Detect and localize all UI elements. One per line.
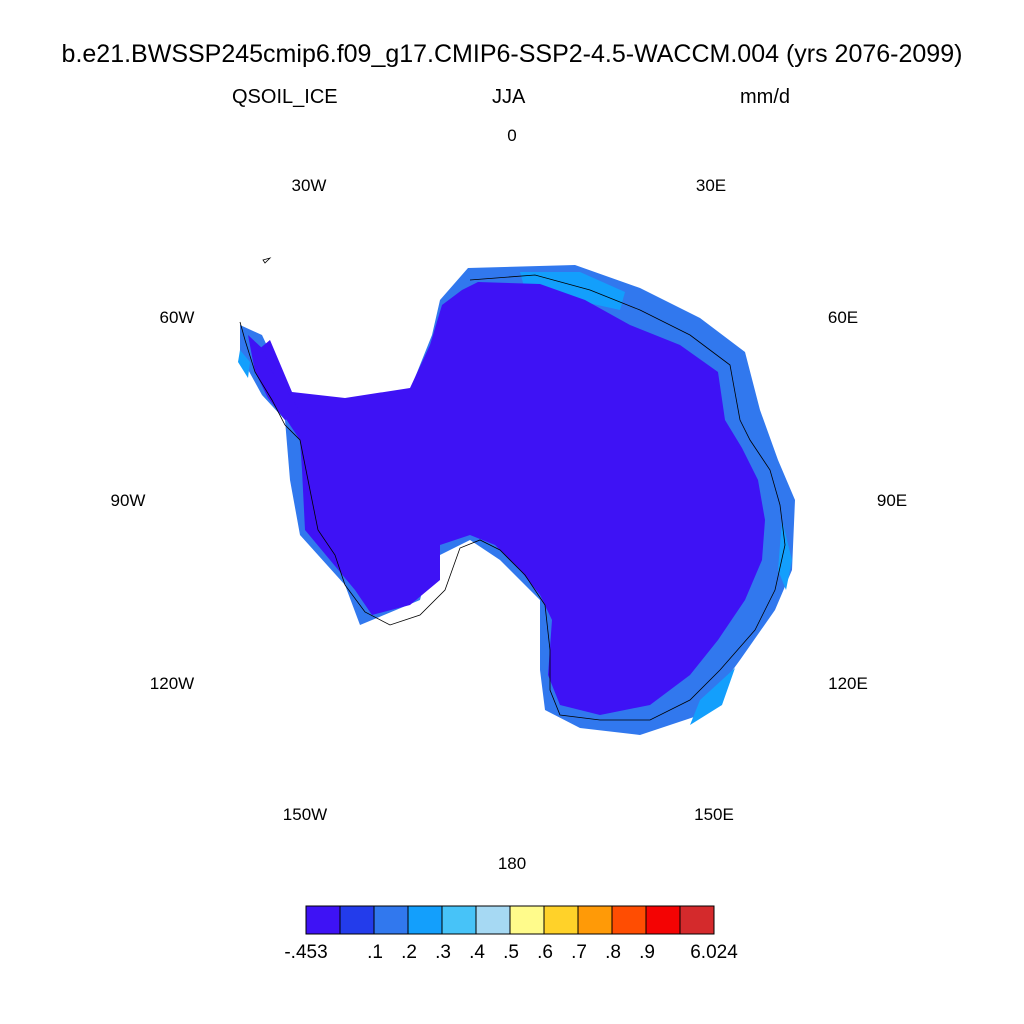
lon-label-180: 180 (497, 854, 527, 873)
plot-title: b.e21.BWSSP245cmip6.f09_g17.CMIP6-SSP2-4… (61, 40, 963, 68)
lon-label-150w: 150W (282, 805, 328, 824)
colorbar-swatch (611, 905, 647, 935)
ice-sheet (258, 282, 765, 715)
colorbar-swatch (509, 905, 545, 935)
colorbar-swatch (305, 905, 341, 935)
colorbar-swatch (679, 905, 715, 935)
colorbar-tick-label: .2 (401, 942, 417, 963)
colorbar-tick-label: .8 (605, 942, 621, 963)
colorbar-tick-label: .6 (537, 942, 553, 963)
units-label: mm/d (740, 86, 790, 108)
lon-label-90e: 90E (876, 491, 908, 510)
colorbar-swatch (577, 905, 613, 935)
lon-label-60w: 60W (159, 308, 195, 327)
lon-label-30w: 30W (291, 176, 327, 195)
variable-name: QSOIL_ICE (232, 86, 338, 108)
colorbar-tick-label: .3 (435, 942, 451, 963)
coastline (239, 274, 786, 721)
colorbar-swatch (543, 905, 579, 935)
peninsula (248, 335, 300, 420)
colorbar-swatch (407, 905, 443, 935)
lon-label-150e: 150E (694, 805, 734, 824)
colorbar-tick-label: .7 (571, 942, 587, 963)
lon-label-0: 0 (507, 126, 517, 145)
colorbar-swatch (475, 905, 511, 935)
colorbar-swatch (645, 905, 681, 935)
season-label: JJA (492, 86, 526, 108)
colorbar-tick-label: .1 (367, 942, 383, 963)
colorbar-tick-label: 6.024 (690, 942, 738, 963)
colorbar-tick-label: .4 (469, 942, 485, 963)
lon-label-90w: 90W (110, 491, 146, 510)
colorbar-swatch (339, 905, 375, 935)
colorbar-tick-label: .5 (503, 942, 519, 963)
lon-label-60e: 60E (827, 308, 859, 327)
colorbar-tick-label: .9 (639, 942, 655, 963)
colorbar-swatch (441, 905, 477, 935)
colorbar (305, 905, 715, 935)
lon-label-120w: 120W (149, 674, 195, 693)
lon-label-30e: 30E (695, 176, 727, 195)
colorbar-tick-label: -.453 (284, 942, 328, 963)
colorbar-swatch (373, 905, 409, 935)
lon-label-120e: 120E (828, 674, 868, 693)
island-outline (262, 257, 272, 264)
